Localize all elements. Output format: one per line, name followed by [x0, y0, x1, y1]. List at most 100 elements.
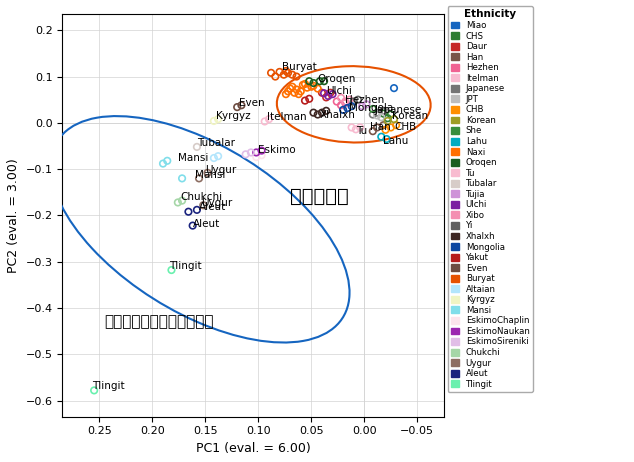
Text: Oroqen: Oroqen: [318, 74, 356, 84]
Point: [378, 122, 389, 129]
Point: [338, 106, 348, 114]
Point: [332, 98, 342, 105]
Point: [382, 115, 392, 122]
Text: Ulchi: Ulchi: [326, 86, 352, 96]
Text: Uygur: Uygur: [205, 165, 236, 175]
Text: Aleut: Aleut: [193, 219, 220, 229]
Point: [355, 124, 365, 131]
Point: [323, 92, 333, 100]
Point: [298, 81, 308, 89]
Point: [292, 86, 302, 93]
Text: Chukchi: Chukchi: [180, 192, 222, 202]
Point: [378, 107, 389, 115]
Point: [257, 147, 267, 154]
Point: [325, 89, 335, 97]
Point: [257, 152, 267, 159]
Text: Mansi: Mansi: [178, 153, 208, 163]
Point: [264, 116, 274, 123]
Text: Aleut: Aleut: [199, 202, 226, 212]
Point: [183, 208, 193, 215]
Point: [314, 78, 325, 85]
Point: [270, 73, 280, 80]
Text: Hezhen: Hezhen: [346, 95, 384, 105]
Point: [347, 103, 357, 110]
Point: [294, 91, 304, 98]
Point: [236, 102, 247, 109]
Point: [283, 88, 293, 95]
Point: [302, 84, 312, 91]
Point: [198, 201, 209, 209]
Text: Tlingit: Tlingit: [169, 261, 202, 271]
Point: [287, 71, 297, 79]
Point: [319, 78, 329, 85]
Text: Tubalar: Tubalar: [197, 138, 235, 148]
Point: [281, 67, 291, 75]
Point: [380, 126, 391, 134]
Text: Tlingit: Tlingit: [92, 381, 125, 391]
Point: [300, 80, 310, 88]
Point: [378, 110, 389, 117]
Point: [344, 96, 354, 103]
Point: [351, 126, 361, 133]
Point: [368, 111, 378, 118]
Point: [279, 71, 289, 79]
Text: Japanese: Japanese: [375, 105, 422, 115]
Point: [173, 199, 183, 206]
Point: [281, 91, 291, 98]
Text: Mansi: Mansi: [195, 170, 225, 180]
Point: [177, 197, 187, 204]
Point: [158, 160, 168, 167]
Point: [372, 124, 382, 131]
Text: Kyrgyz: Kyrgyz: [216, 111, 250, 122]
Point: [308, 79, 318, 87]
Point: [389, 85, 399, 92]
Point: [246, 149, 256, 156]
Point: [372, 109, 382, 116]
Text: Buryat: Buryat: [281, 62, 316, 72]
Point: [292, 73, 302, 80]
Point: [321, 94, 331, 101]
Point: [308, 82, 318, 90]
Point: [349, 98, 359, 105]
Point: [304, 95, 314, 103]
Point: [213, 116, 223, 123]
Legend: Miao, CHS, Daur, Han, Hezhen, Itelman, Japanese, JPT, CHB, Korean, She, Lahu, Na: Miao, CHS, Daur, Han, Hezhen, Itelman, J…: [448, 6, 533, 392]
Point: [213, 152, 223, 160]
Point: [192, 206, 202, 213]
Text: Tu: Tu: [356, 126, 367, 136]
Point: [202, 169, 212, 176]
X-axis label: PC1 (eval. = 6.00): PC1 (eval. = 6.00): [196, 442, 311, 455]
Point: [340, 98, 351, 105]
Point: [275, 68, 285, 76]
Text: 东北亚种群: 东北亚种群: [290, 188, 349, 207]
Point: [382, 117, 392, 125]
Point: [372, 112, 382, 119]
Point: [194, 175, 204, 182]
Y-axis label: PC2 (eval. = 3.00): PC2 (eval. = 3.00): [7, 158, 20, 273]
Point: [287, 83, 297, 91]
Point: [306, 83, 316, 91]
Point: [317, 89, 327, 97]
Point: [342, 104, 353, 112]
Text: Han: Han: [370, 122, 391, 132]
Text: Itelman: Itelman: [267, 112, 306, 122]
Point: [188, 222, 198, 229]
Point: [385, 111, 396, 118]
Point: [300, 97, 310, 104]
Point: [385, 124, 396, 131]
Point: [376, 114, 386, 121]
Point: [308, 109, 318, 116]
Point: [319, 90, 329, 97]
Point: [336, 94, 346, 102]
Point: [260, 118, 270, 125]
Point: [266, 69, 276, 77]
Point: [304, 78, 314, 85]
Point: [166, 267, 176, 274]
Text: 极北地区种群及北美原住民: 极北地区种群及北美原住民: [105, 314, 214, 329]
Point: [357, 103, 367, 110]
Text: Korean: Korean: [392, 111, 428, 122]
Point: [209, 154, 219, 162]
Point: [382, 135, 392, 143]
Point: [251, 153, 261, 161]
Point: [368, 105, 378, 113]
